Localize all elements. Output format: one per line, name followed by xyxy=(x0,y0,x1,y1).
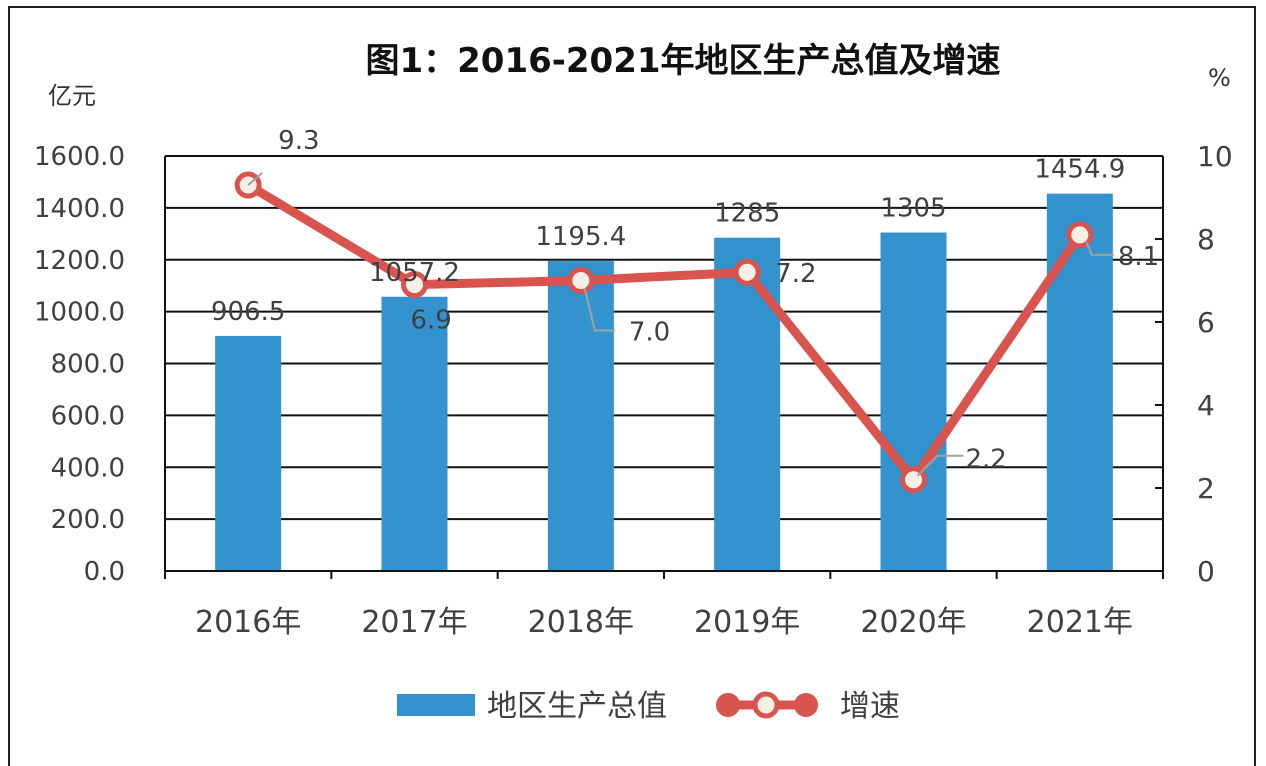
right-tick-label: 6 xyxy=(1197,306,1215,339)
bar xyxy=(215,335,282,571)
right-axis-unit: % xyxy=(1208,64,1231,92)
bar-data-label: 1305 xyxy=(880,194,946,224)
right-tick-label: 2 xyxy=(1197,472,1215,505)
right-tick-label: 8 xyxy=(1197,223,1215,256)
left-tick-label: 600.0 xyxy=(51,401,125,431)
legend-bar-swatch xyxy=(397,694,475,716)
left-tick-label: 0.0 xyxy=(84,557,125,587)
growth-data-label: 7.0 xyxy=(629,318,670,348)
legend-bar-label: 地区生产总值 xyxy=(487,689,667,724)
left-axis-unit: 亿元 xyxy=(48,82,96,110)
leader-line xyxy=(583,288,615,332)
growth-data-label: 7.2 xyxy=(775,259,816,289)
left-tick-label: 1200.0 xyxy=(34,246,125,276)
left-tick-label: 1000.0 xyxy=(34,298,125,328)
bar xyxy=(714,237,781,571)
growth-data-label: 6.9 xyxy=(411,306,452,336)
legend-line-dot xyxy=(794,693,818,717)
legend-line-dot xyxy=(716,693,740,717)
bar xyxy=(381,296,448,571)
legend-line-marker xyxy=(752,691,780,719)
bar-data-label: 1454.9 xyxy=(1034,155,1125,185)
bar-data-label: 1285 xyxy=(714,199,780,229)
bar xyxy=(547,260,614,571)
category-label: 2016年 xyxy=(195,605,301,640)
growth-data-label: 8.1 xyxy=(1118,242,1159,272)
left-tick-label: 1600.0 xyxy=(34,142,125,172)
growth-marker xyxy=(1066,221,1094,249)
line-series xyxy=(234,171,1094,494)
left-tick-label: 400.0 xyxy=(51,453,125,483)
gridlines xyxy=(165,155,1163,521)
bar xyxy=(1046,193,1113,571)
leader-line xyxy=(247,172,263,186)
category-label: 2020年 xyxy=(860,605,966,640)
growth-marker xyxy=(733,258,761,286)
tick-labels: 0.0 200.0 400.0 600.0 800.0 1000.0 1200.0 1400.… xyxy=(34,140,1233,640)
left-tick-label: 1400.0 xyxy=(34,194,125,224)
growth-marker xyxy=(401,271,428,299)
leader-line xyxy=(1084,240,1114,256)
bar xyxy=(880,232,947,571)
bar-series xyxy=(215,193,1113,571)
category-label: 2018年 xyxy=(528,605,634,640)
bar-data-label: 1195.4 xyxy=(535,222,626,252)
left-tick-label: 800.0 xyxy=(51,350,125,380)
right-tick-label: 10 xyxy=(1197,140,1233,173)
category-label: 2019年 xyxy=(694,605,800,640)
growth-line xyxy=(245,181,1084,485)
left-tick-label: 200.0 xyxy=(51,505,125,535)
category-label: 2021年 xyxy=(1027,605,1133,640)
category-label: 2017年 xyxy=(361,605,467,640)
data-labels: 906.5 1057.2 1195.4 1285 1305 1454.9 9.3 6.9 7.0… xyxy=(211,126,1159,477)
growth-marker xyxy=(567,267,595,294)
growth-data-label: 2.2 xyxy=(966,445,1007,475)
leader-line xyxy=(916,454,964,477)
legend-line-label: 增速 xyxy=(840,689,900,724)
bar-data-label: 906.5 xyxy=(211,297,285,327)
bar-data-label: 1057.2 xyxy=(369,258,460,288)
growth-data-label: 9.3 xyxy=(278,126,319,156)
right-tick-label: 4 xyxy=(1197,389,1215,422)
right-tick-label: 0 xyxy=(1197,555,1215,588)
chart-title: 图1：2016-2021年地区生产总值及增速 xyxy=(365,41,1000,81)
axes xyxy=(164,155,1164,579)
legend: 地区生产总值 增速 xyxy=(397,689,900,724)
